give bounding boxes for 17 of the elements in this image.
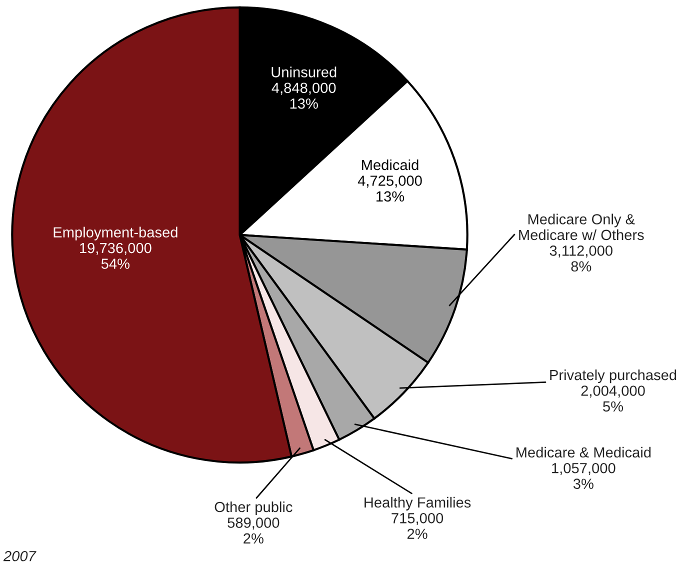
slice-label: Medicaid <box>362 159 418 170</box>
data-label: 4,848,000 13% <box>272 82 336 109</box>
slice-label: Medicare & Medicaid <box>516 446 651 458</box>
slice-label: Employment-based <box>54 226 178 240</box>
text: 2007 <box>3 550 36 562</box>
data-label: 2,004,000 5% <box>581 386 645 412</box>
data-label: 1,057,000 3% <box>552 462 616 489</box>
slice-label: Medicare Only & Medicare w/ Others <box>519 214 644 240</box>
slice-label: Uninsured <box>272 66 336 78</box>
data-label: 4,725,000 13% <box>358 176 422 202</box>
data-label: 3,112,000 8% <box>550 246 612 272</box>
slice-label: Privately purchased <box>550 369 676 384</box>
data-label: 715,000 2% <box>392 513 444 539</box>
slice-label: Healthy Families <box>364 496 471 511</box>
data-label: 589,000 2% <box>228 518 280 544</box>
data-label: 19,736,000 54% <box>80 242 152 269</box>
slice-label: Other public <box>214 501 292 516</box>
